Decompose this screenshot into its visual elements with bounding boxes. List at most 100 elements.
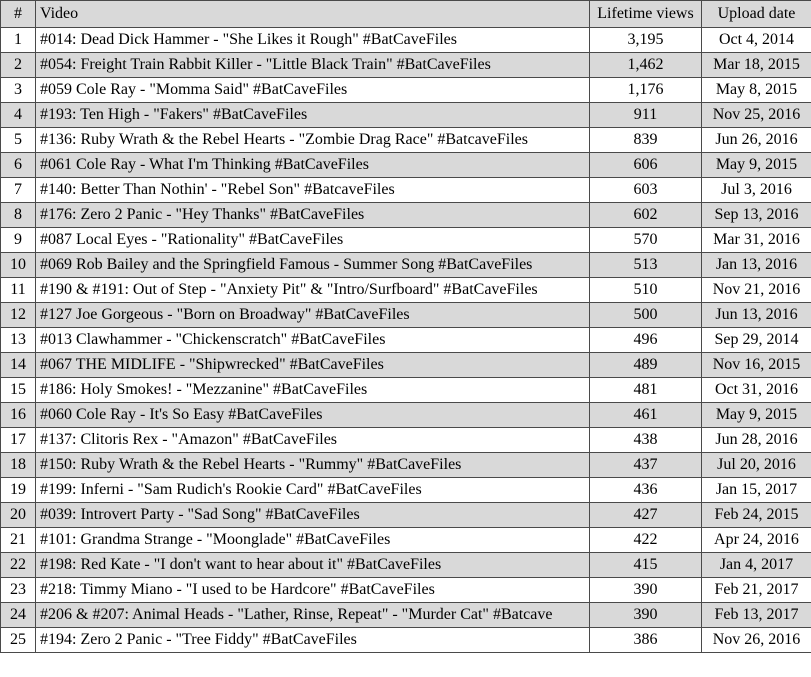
row-lifetime-views: 390 <box>589 577 702 603</box>
row-lifetime-views: 390 <box>589 602 702 628</box>
row-lifetime-views: 436 <box>589 477 702 503</box>
row-video-title: #067 THE MIDLIFE - "Shipwrecked" #BatCav… <box>35 352 590 378</box>
row-lifetime-views: 1,176 <box>589 77 702 103</box>
table-row: 25 #194: Zero 2 Panic - "Tree Fiddy" #Bat… <box>0 627 811 653</box>
row-rank: 22 <box>0 552 36 578</box>
table-row: 5 #136: Ruby Wrath & the Rebel Hearts - "… <box>0 127 811 153</box>
table-row: 11 #190 & #191: Out of Step - "Anxiety Pi… <box>0 277 811 303</box>
table-row: 1 #014: Dead Dick Hammer - "She Likes it … <box>0 27 811 53</box>
table-row: 4 #193: Ten High - "Fakers" #BatCaveFiles… <box>0 102 811 128</box>
row-upload-date: Apr 24, 2016 <box>701 527 811 553</box>
row-rank: 15 <box>0 377 36 403</box>
row-lifetime-views: 606 <box>589 152 702 178</box>
row-rank: 23 <box>0 577 36 603</box>
row-upload-date: Feb 21, 2017 <box>701 577 811 603</box>
row-lifetime-views: 386 <box>589 627 702 653</box>
row-video-title: #014: Dead Dick Hammer - "She Likes it R… <box>35 27 590 53</box>
table-row: 10 #069 Rob Bailey and the Springfield Fa… <box>0 252 811 278</box>
row-lifetime-views: 500 <box>589 302 702 328</box>
column-header-upload-date: Upload date <box>701 0 811 28</box>
table-row: 6 #061 Cole Ray - What I'm Thinking #BatC… <box>0 152 811 178</box>
row-upload-date: May 9, 2015 <box>701 152 811 178</box>
row-video-title: #087 Local Eyes - "Rationality" #BatCave… <box>35 227 590 253</box>
row-rank: 5 <box>0 127 36 153</box>
row-rank: 25 <box>0 627 36 653</box>
row-upload-date: Mar 31, 2016 <box>701 227 811 253</box>
row-rank: 16 <box>0 402 36 428</box>
row-lifetime-views: 438 <box>589 427 702 453</box>
table-row: 13 #013 Clawhammer - "Chickenscratch" #Ba… <box>0 327 811 353</box>
row-rank: 20 <box>0 502 36 528</box>
row-lifetime-views: 422 <box>589 527 702 553</box>
row-video-title: #199: Inferni - "Sam Rudich's Rookie Car… <box>35 477 590 503</box>
table-row: 19 #199: Inferni - "Sam Rudich's Rookie C… <box>0 477 811 503</box>
column-header-video: Video <box>35 0 590 28</box>
row-video-title: #193: Ten High - "Fakers" #BatCaveFiles <box>35 102 590 128</box>
row-video-title: #140: Better Than Nothin' - "Rebel Son" … <box>35 177 590 203</box>
row-upload-date: Oct 31, 2016 <box>701 377 811 403</box>
table-body: 1 #014: Dead Dick Hammer - "She Likes it … <box>0 27 811 653</box>
table-row: 8 #176: Zero 2 Panic - "Hey Thanks" #BatC… <box>0 202 811 228</box>
row-rank: 21 <box>0 527 36 553</box>
row-video-title: #198: Red Kate - "I don't want to hear a… <box>35 552 590 578</box>
row-lifetime-views: 496 <box>589 327 702 353</box>
column-header-rank: # <box>0 0 36 28</box>
row-upload-date: Sep 29, 2014 <box>701 327 811 353</box>
row-upload-date: Sep 13, 2016 <box>701 202 811 228</box>
row-video-title: #137: Clitoris Rex - "Amazon" #BatCaveFi… <box>35 427 590 453</box>
row-lifetime-views: 481 <box>589 377 702 403</box>
video-views-table: # Video Lifetime views Upload date 1 #014… <box>0 0 811 653</box>
row-rank: 11 <box>0 277 36 303</box>
table-row: 2 #054: Freight Train Rabbit Killer - "Li… <box>0 52 811 78</box>
table-row: 22 #198: Red Kate - "I don't want to hear… <box>0 552 811 578</box>
row-video-title: #190 & #191: Out of Step - "Anxiety Pit"… <box>35 277 590 303</box>
row-video-title: #054: Freight Train Rabbit Killer - "Lit… <box>35 52 590 78</box>
row-video-title: #060 Cole Ray - It's So Easy #BatCaveFil… <box>35 402 590 428</box>
row-rank: 3 <box>0 77 36 103</box>
row-lifetime-views: 3,195 <box>589 27 702 53</box>
row-video-title: #059 Cole Ray - "Momma Said" #BatCaveFil… <box>35 77 590 103</box>
row-video-title: #013 Clawhammer - "Chickenscratch" #BatC… <box>35 327 590 353</box>
row-rank: 4 <box>0 102 36 128</box>
row-lifetime-views: 570 <box>589 227 702 253</box>
table-row: 14 #067 THE MIDLIFE - "Shipwrecked" #BatC… <box>0 352 811 378</box>
table-row: 24 #206 & #207: Animal Heads - "Lather, R… <box>0 602 811 628</box>
table-row: 3 #059 Cole Ray - "Momma Said" #BatCaveFi… <box>0 77 811 103</box>
row-lifetime-views: 1,462 <box>589 52 702 78</box>
row-upload-date: Jan 15, 2017 <box>701 477 811 503</box>
row-lifetime-views: 603 <box>589 177 702 203</box>
row-video-title: #127 Joe Gorgeous - "Born on Broadway" #… <box>35 302 590 328</box>
row-rank: 1 <box>0 27 36 53</box>
row-upload-date: Feb 13, 2017 <box>701 602 811 628</box>
table-row: 17 #137: Clitoris Rex - "Amazon" #BatCave… <box>0 427 811 453</box>
row-upload-date: Nov 16, 2015 <box>701 352 811 378</box>
table-row: 20 #039: Introvert Party - "Sad Song" #Ba… <box>0 502 811 528</box>
table-row: 7 #140: Better Than Nothin' - "Rebel Son"… <box>0 177 811 203</box>
row-lifetime-views: 602 <box>589 202 702 228</box>
table-row: 18 #150: Ruby Wrath & the Rebel Hearts - … <box>0 452 811 478</box>
row-lifetime-views: 415 <box>589 552 702 578</box>
row-video-title: #176: Zero 2 Panic - "Hey Thanks" #BatCa… <box>35 202 590 228</box>
row-upload-date: Nov 26, 2016 <box>701 627 811 653</box>
row-video-title: #186: Holy Smokes! - "Mezzanine" #BatCav… <box>35 377 590 403</box>
row-rank: 19 <box>0 477 36 503</box>
row-lifetime-views: 513 <box>589 252 702 278</box>
row-rank: 17 <box>0 427 36 453</box>
row-rank: 7 <box>0 177 36 203</box>
row-video-title: #101: Grandma Strange - "Moonglade" #Bat… <box>35 527 590 553</box>
row-lifetime-views: 510 <box>589 277 702 303</box>
header-row: # Video Lifetime views Upload date <box>0 0 811 28</box>
row-rank: 14 <box>0 352 36 378</box>
row-video-title: #069 Rob Bailey and the Springfield Famo… <box>35 252 590 278</box>
row-upload-date: Nov 25, 2016 <box>701 102 811 128</box>
row-rank: 6 <box>0 152 36 178</box>
row-rank: 10 <box>0 252 36 278</box>
row-rank: 9 <box>0 227 36 253</box>
row-upload-date: Oct 4, 2014 <box>701 27 811 53</box>
table-row: 9 #087 Local Eyes - "Rationality" #BatCav… <box>0 227 811 253</box>
row-upload-date: Jun 26, 2016 <box>701 127 811 153</box>
row-video-title: #194: Zero 2 Panic - "Tree Fiddy" #BatCa… <box>35 627 590 653</box>
row-rank: 13 <box>0 327 36 353</box>
row-rank: 18 <box>0 452 36 478</box>
row-lifetime-views: 911 <box>589 102 702 128</box>
